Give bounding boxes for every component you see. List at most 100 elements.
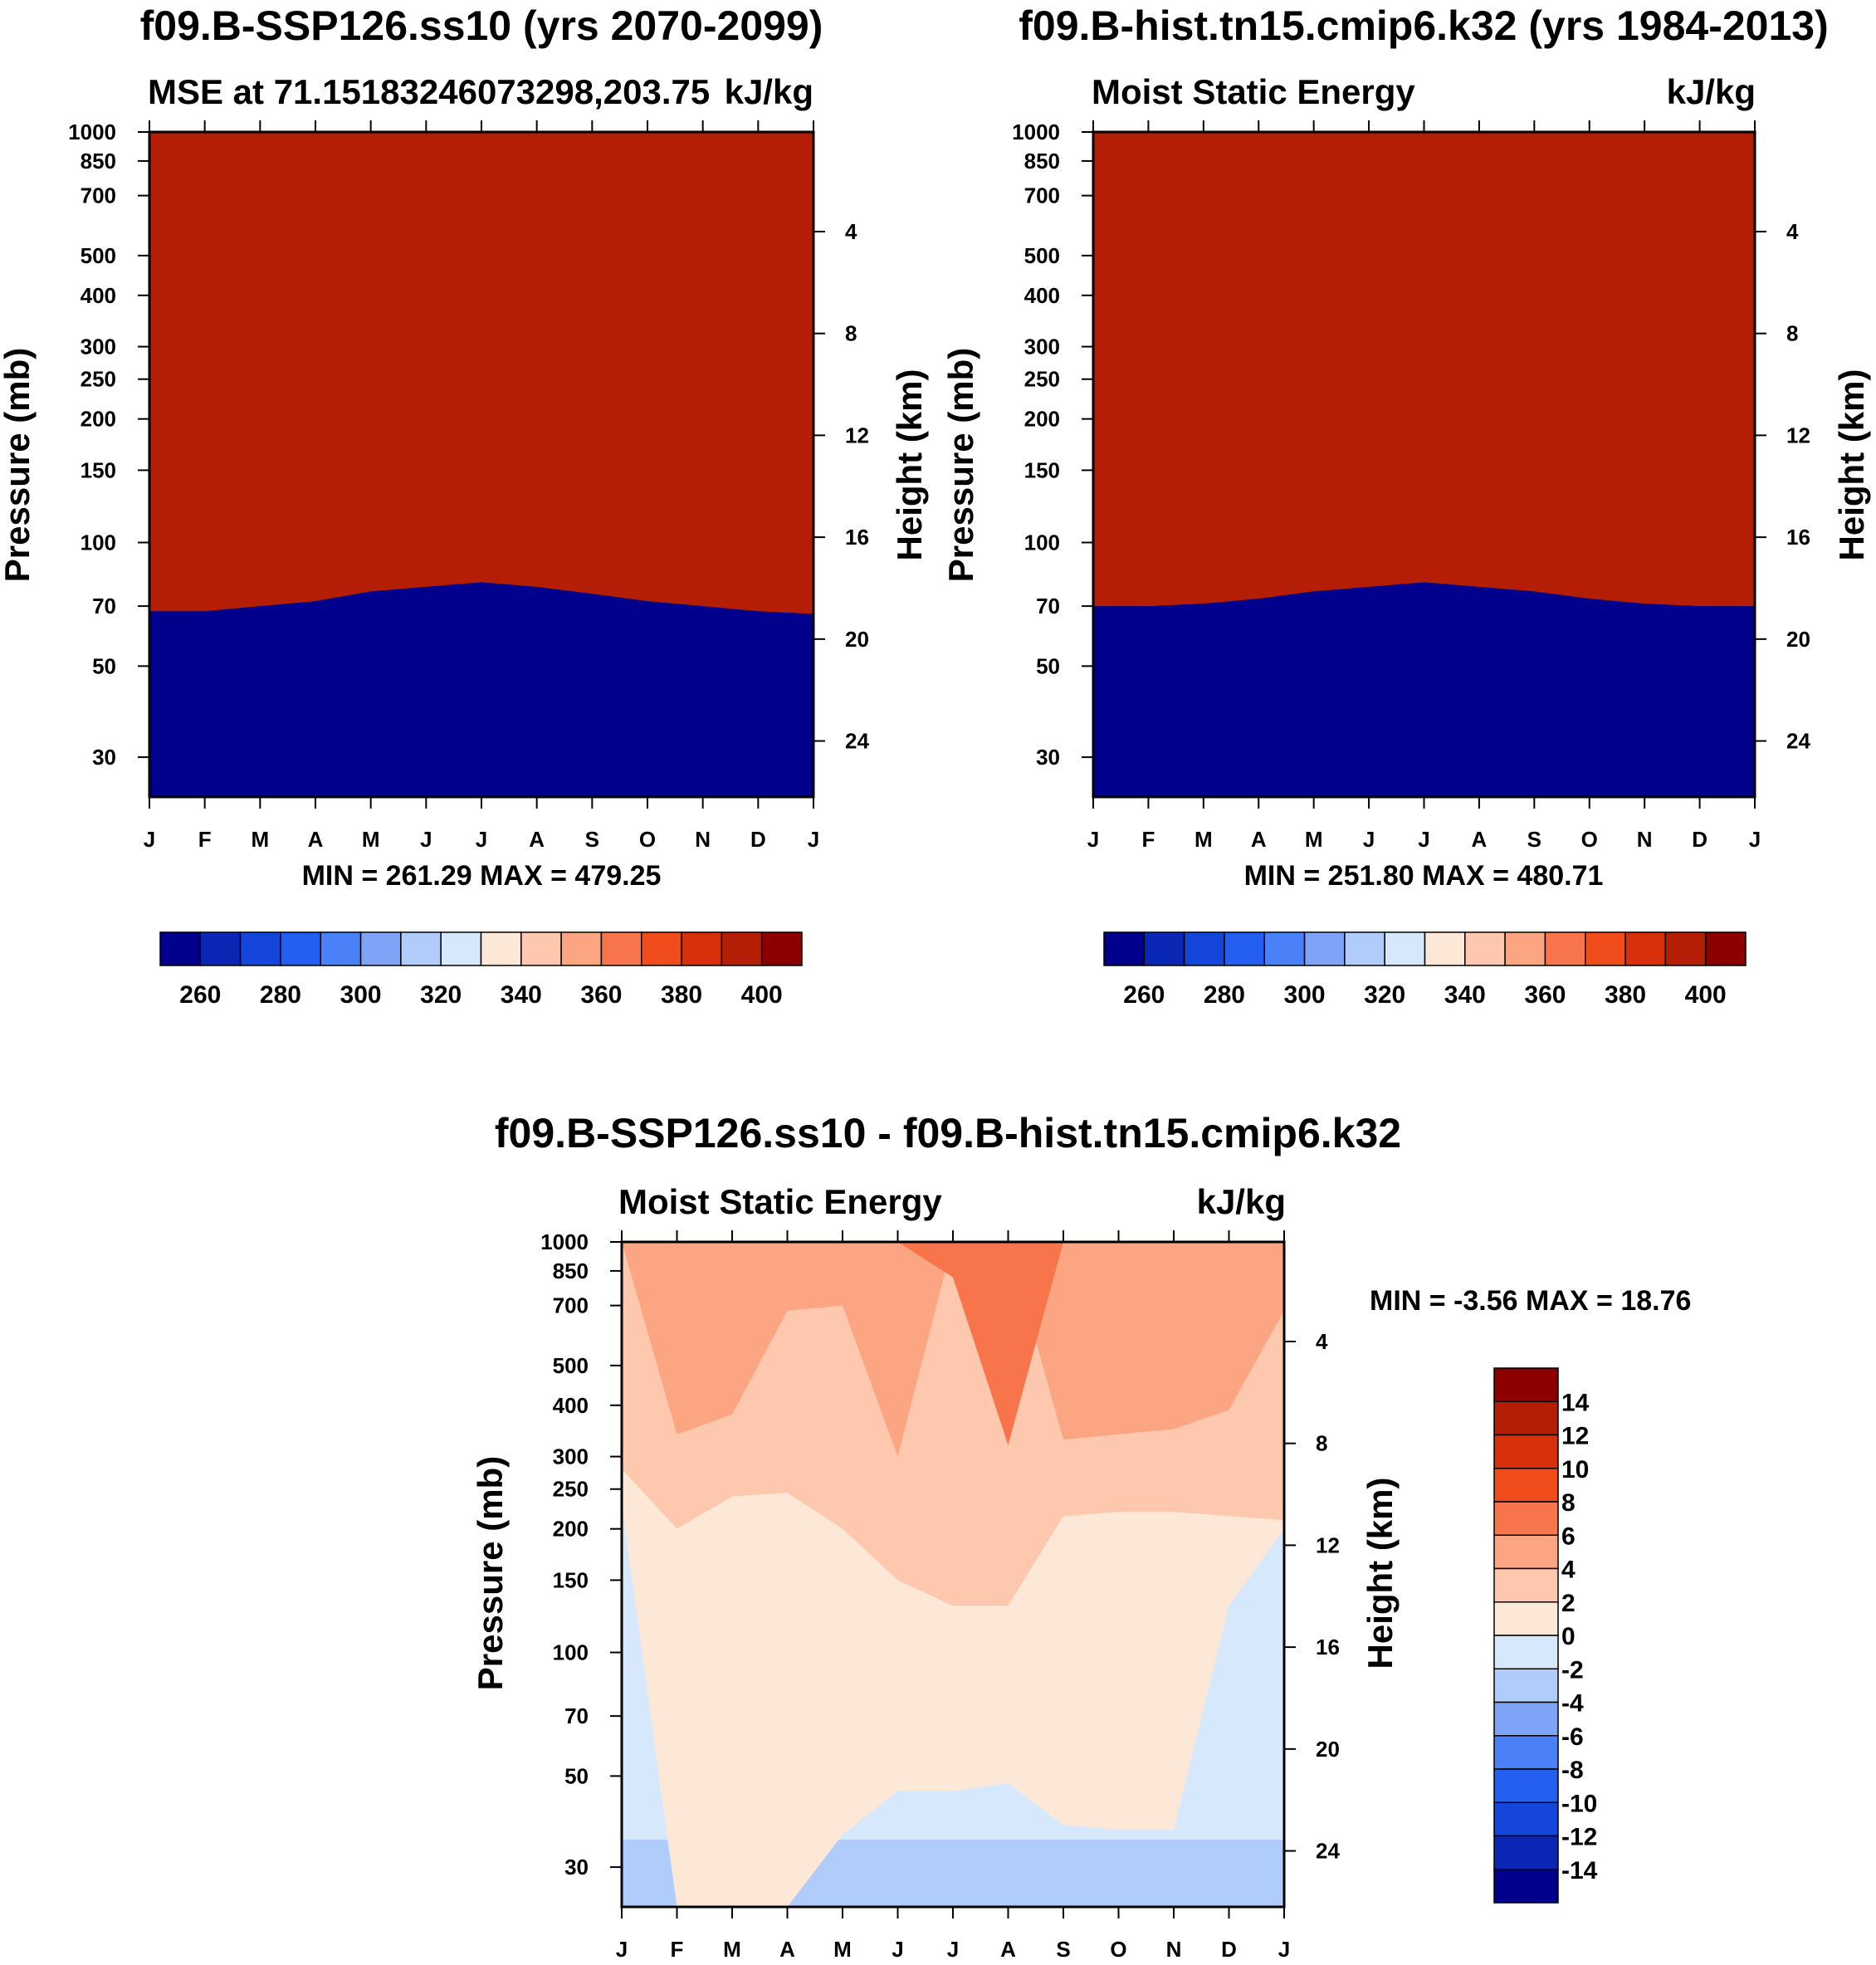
x-tick-label: O: [1110, 1937, 1126, 1962]
x-tick-label: A: [1000, 1937, 1016, 1962]
x-tick-label: O: [639, 827, 656, 852]
x-tick-label: M: [1194, 827, 1213, 852]
colorbar-swatch: [1493, 1768, 1559, 1803]
x-tick-label: J: [1418, 827, 1429, 852]
pressure-tick-label: 30: [92, 745, 116, 770]
pressure-tick-label: 500: [1024, 243, 1060, 268]
colorbar-swatch: [1493, 1835, 1559, 1870]
panel-title: f09.B-hist.tn15.cmip6.k32 (yrs 1984-2013…: [1019, 2, 1829, 49]
colorbar-swatch: [1493, 1567, 1559, 1603]
pressure-tick-label: 150: [553, 1567, 589, 1592]
panel-historical: f09.B-hist.tn15.cmip6.k32 (yrs 1984-2013…: [941, 2, 1871, 1009]
pressure-tick-label: 100: [81, 530, 116, 555]
colorbar-swatch: [1664, 931, 1707, 966]
colorbar-swatch: [1143, 931, 1185, 966]
pressure-tick-label: 300: [1024, 335, 1060, 359]
colorbar-swatch: [1504, 931, 1546, 966]
colorbar-label: -12: [1561, 1824, 1597, 1851]
x-tick-label: J: [476, 827, 487, 852]
x-tick-label: M: [723, 1937, 741, 1962]
pressure-tick-label: 700: [81, 183, 116, 208]
colorbar-swatch: [1183, 931, 1225, 966]
pressure-tick-label: 200: [1024, 407, 1060, 432]
panel-difference: f09.B-SSP126.ss10 - f09.B-hist.tn15.cmip…: [471, 1110, 1691, 1962]
x-tick-label: J: [1087, 827, 1099, 852]
x-tick-label: F: [1141, 827, 1155, 852]
height-tick-label: 8: [1786, 321, 1798, 346]
pressure-tick-label: 850: [1024, 149, 1060, 174]
left-axis-label: Pressure (mb): [0, 348, 37, 582]
x-tick-label: N: [1166, 1937, 1182, 1962]
x-tick-label: A: [529, 827, 545, 852]
x-tick-label: D: [750, 827, 766, 852]
colorbar-swatch: [641, 931, 682, 966]
colorbar-swatch: [1224, 931, 1265, 966]
height-tick-label: 4: [1786, 219, 1799, 244]
colorbar-swatch: [1493, 1434, 1559, 1469]
colorbar-label: 340: [501, 981, 542, 1009]
colorbar-label: 300: [340, 981, 382, 1009]
height-tick-label: 12: [1316, 1532, 1340, 1557]
colorbar-swatch: [1424, 931, 1466, 966]
colorbar-swatch: [1493, 1668, 1559, 1703]
pressure-tick-label: 50: [92, 653, 116, 678]
pressure-tick-label: 30: [564, 1855, 589, 1879]
right-axis-label: Height (km): [1832, 369, 1871, 561]
colorbar-label: 14: [1561, 1389, 1590, 1416]
x-tick-label: J: [1749, 827, 1761, 852]
pressure-tick-label: 400: [1024, 283, 1060, 308]
contour-band: [622, 1242, 1284, 1457]
colorbar-label: -4: [1561, 1690, 1584, 1718]
pressure-tick-label: 850: [553, 1259, 589, 1283]
colorbar-swatch: [1493, 1534, 1559, 1570]
x-tick-label: J: [947, 1937, 959, 1962]
x-tick-label: M: [833, 1937, 852, 1962]
contour-fill-group: [622, 1242, 1284, 1907]
colorbar-label: 340: [1444, 981, 1486, 1009]
colorbar-swatch: [280, 931, 321, 966]
colorbar-swatch: [199, 931, 242, 966]
colorbar-swatch: [1624, 931, 1667, 966]
height-tick-label: 20: [1316, 1737, 1340, 1762]
pressure-tick-label: 100: [1024, 530, 1060, 555]
pressure-tick-label: 1000: [68, 120, 116, 144]
x-tick-label: M: [1305, 827, 1323, 852]
colorbar-swatch: [560, 931, 603, 966]
x-tick-label: J: [892, 1937, 903, 1962]
min-max-label: MIN = 251.80 MAX = 480.71: [1244, 860, 1604, 892]
colorbar-swatch: [760, 931, 803, 966]
height-tick-label: 8: [845, 321, 857, 346]
height-tick-label: 16: [845, 525, 869, 550]
colorbar-label: -8: [1561, 1757, 1584, 1784]
colorbar-label: 6: [1561, 1523, 1576, 1550]
pressure-tick-label: 500: [81, 243, 116, 268]
x-tick-label: A: [1251, 827, 1267, 852]
colorbar-label: 260: [179, 981, 221, 1009]
x-tick-label: N: [1637, 827, 1653, 852]
x-tick-label: S: [1056, 1937, 1070, 1962]
x-tick-label: J: [1278, 1937, 1290, 1962]
colorbar-label: 280: [260, 981, 301, 1009]
height-tick-label: 4: [1316, 1329, 1328, 1354]
height-tick-label: 8: [1316, 1431, 1327, 1456]
colorbar-swatch: [1263, 931, 1306, 966]
pressure-tick-label: 850: [81, 149, 116, 174]
colorbar-swatch: [1493, 1468, 1559, 1503]
contour-fill-group: [149, 132, 813, 797]
panel-title: f09.B-SSP126.ss10 (yrs 2070-2099): [140, 2, 823, 49]
colorbar-swatch: [1103, 931, 1146, 966]
colorbar-label: 360: [580, 981, 622, 1009]
colorbar-label: 0: [1561, 1623, 1576, 1650]
colorbar-swatch: [1303, 931, 1346, 966]
pressure-tick-label: 1000: [540, 1229, 589, 1254]
pressure-tick-label: 150: [1024, 457, 1060, 482]
contour-band: [149, 132, 813, 614]
colorbar-swatch: [600, 931, 642, 966]
pressure-tick-label: 400: [81, 283, 116, 308]
panel-units: kJ/kg: [725, 72, 813, 111]
height-tick-label: 4: [845, 219, 857, 244]
height-tick-label: 16: [1316, 1635, 1340, 1659]
colorbar-swatch: [359, 931, 402, 966]
x-tick-label: F: [198, 827, 212, 852]
